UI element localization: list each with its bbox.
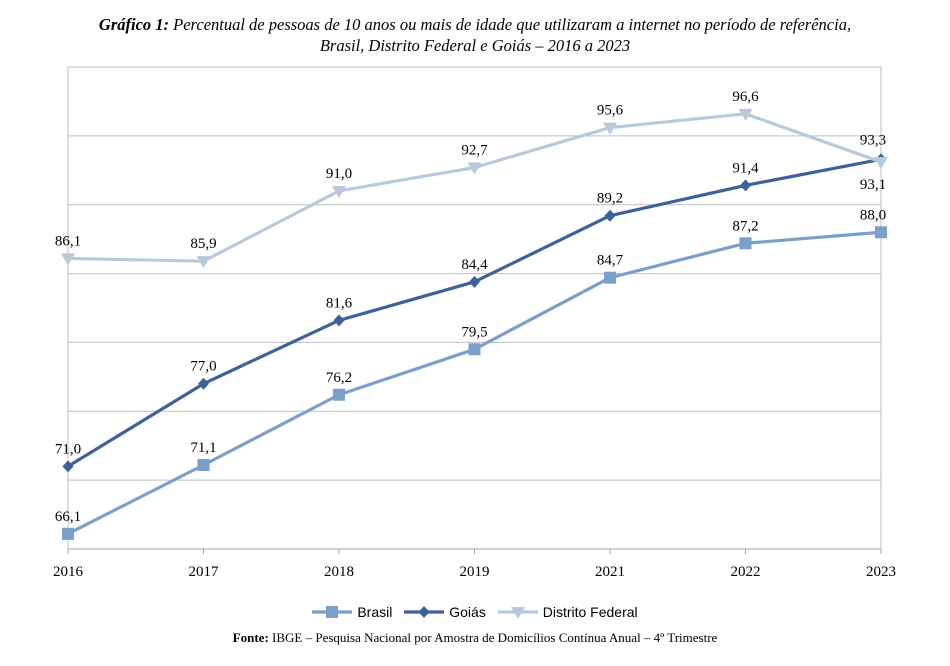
x-tick-label-2018: 2018	[324, 564, 354, 580]
data-label-goias-2016: 71,0	[55, 441, 81, 457]
line-chart: 2016 2017 2018 2019 2021 2022 2023 66,1 71,1 76,2…	[53, 66, 896, 580]
point-goias-2019	[469, 275, 480, 288]
point-brasil-2018	[333, 388, 345, 401]
legend-label-goias: Goiás	[449, 604, 486, 620]
chart-legend: Brasil Goiás Distrito Federal	[0, 604, 950, 621]
data-label-brasil-2023: 88,0	[860, 207, 886, 223]
x-tick-label-2022: 2022	[731, 564, 761, 580]
point-distrito-federal-2022	[738, 108, 753, 121]
data-label-brasil-2019: 79,5	[461, 324, 487, 340]
source-text: IBGE – Pesquisa Nacional por Amostra de …	[272, 630, 718, 645]
legend-item-brasil: Brasil	[312, 604, 392, 620]
point-brasil-2022	[739, 237, 752, 250]
data-label-distrito-federal-2019: 92,7	[461, 143, 488, 159]
title-line-1: Percentual de pessoas de 10 anos ou mais…	[173, 15, 852, 34]
legend-symbol-distrito-federal	[510, 607, 525, 618]
point-brasil-2017	[197, 458, 210, 471]
point-distrito-federal-2023	[874, 157, 888, 170]
x-tick-label-2019: 2019	[460, 564, 490, 580]
source-note: Fonte: IBGE – Pesquisa Nacional por Amos…	[0, 630, 950, 646]
data-label-goias-2022: 91,4	[732, 160, 759, 176]
data-label-goias-2017: 77,0	[190, 359, 216, 375]
data-label-distrito-federal-2016: 86,1	[55, 233, 81, 249]
data-label-goias-2021: 89,2	[597, 191, 623, 207]
point-distrito-federal-2016	[61, 253, 75, 266]
x-tick-label-2016: 2016	[53, 564, 84, 580]
series-line-goias	[67, 157, 882, 468]
x-tick-label-2023: 2023	[866, 564, 896, 580]
data-label-distrito-federal-2022: 96,6	[732, 89, 759, 105]
data-label-distrito-federal-2018: 91,0	[326, 166, 352, 182]
title-line-2: Brasil, Distrito Federal e Goiás – 2016 …	[319, 36, 631, 55]
data-label-brasil-2016: 66,1	[55, 509, 81, 525]
data-label-distrito-federal-2017: 85,9	[190, 236, 216, 252]
point-goias-2018	[333, 314, 345, 327]
point-brasil-2021	[604, 271, 616, 284]
point-distrito-federal-2019	[467, 162, 482, 175]
source-label: Fonte:	[232, 630, 269, 645]
legend-marker-brasil	[312, 606, 353, 618]
x-tick-label-2021: 2021	[595, 564, 625, 580]
point-goias-2017	[198, 377, 209, 390]
plot-area	[67, 66, 882, 550]
point-distrito-federal-2021	[603, 122, 617, 135]
legend-item-goias: Goiás	[404, 604, 486, 620]
x-tick-label-2017: 2017	[189, 564, 220, 580]
point-brasil-2019	[468, 343, 481, 356]
legend-item-distrito-federal: Distrito Federal	[497, 604, 638, 620]
data-label-brasil-2018: 76,2	[326, 370, 352, 386]
data-label-goias-2019: 84,4	[461, 257, 488, 273]
data-label-brasil-2021: 84,7	[597, 253, 624, 269]
point-goias-2022	[740, 179, 751, 192]
legend-label-brasil: Brasil	[357, 604, 393, 620]
data-label-goias-2018: 81,6	[326, 295, 353, 311]
title-label: Gráfico 1:	[98, 15, 170, 34]
data-label-distrito-federal-2023: 93,1	[860, 177, 886, 193]
legend-label-distrito-federal: Distrito Federal	[542, 604, 638, 620]
legend-symbol-goias	[418, 606, 430, 618]
legend-marker-goias	[404, 606, 445, 618]
point-distrito-federal-2018	[332, 185, 346, 198]
legend-marker-distrito-federal	[497, 607, 538, 618]
point-brasil-2016	[62, 527, 74, 540]
chart-title: Gráfico 1: Percentual de pessoas de 10 a…	[0, 14, 950, 56]
point-goias-2016	[62, 460, 74, 473]
point-goias-2021	[604, 209, 616, 222]
point-brasil-2023	[875, 226, 887, 239]
legend-symbol-brasil	[326, 606, 339, 618]
data-label-goias-2023: 93,3	[860, 132, 886, 148]
data-label-distrito-federal-2021: 95,6	[597, 103, 624, 119]
data-label-brasil-2017: 71,1	[190, 440, 216, 456]
data-label-brasil-2022: 87,2	[732, 218, 758, 234]
point-distrito-federal-2017	[196, 256, 211, 269]
